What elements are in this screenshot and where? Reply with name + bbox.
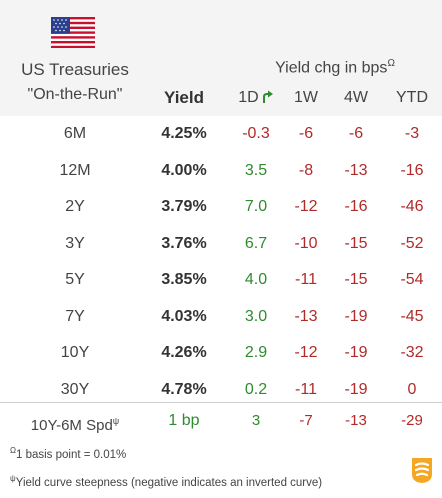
us-flag-icon [51, 17, 95, 48]
change-4w: -15 [344, 234, 368, 252]
yield-value: 4.25% [161, 125, 207, 142]
table-title: US Treasuries [21, 60, 129, 79]
change-1w: -12 [294, 344, 318, 361]
yield-column-header: Yield [164, 88, 204, 107]
table-header: US Treasuries "On-the-Run" Yield Yield c… [0, 0, 442, 116]
table-row: 2Y 3.79% 7.0 -12 -16 -46 [0, 189, 442, 226]
change-4w: -13 [344, 161, 368, 179]
omega-superscript: Ω [387, 58, 395, 69]
yield-change-header: Yield chg in bpsΩ [228, 58, 442, 77]
footnote-curve-text: Yield curve steepness (negative indicate… [15, 476, 323, 489]
col-1d-label: 1D [238, 89, 259, 106]
change-ytd: -54 [400, 271, 424, 288]
col-1d-header[interactable]: 1D [228, 89, 284, 107]
tenor-label: 30Y [60, 380, 90, 398]
omega-footnote-mark: Ω [10, 446, 16, 455]
change-ytd: -32 [400, 344, 424, 361]
psi-superscript: ψ [112, 416, 120, 426]
change-ytd: -3 [404, 125, 420, 142]
tenor-label: 6M [63, 125, 87, 142]
change-1d: 4.0 [244, 271, 268, 288]
table-row: 6M 4.25% -0.3 -6 -6 -3 [0, 116, 442, 153]
footnote-curve: ψYield curve steepness (negative indicat… [10, 474, 322, 489]
change-1d: 3.0 [244, 307, 268, 325]
col-1w-header[interactable]: 1W [294, 89, 318, 106]
change-1w: -10 [294, 234, 318, 252]
tenor-label: 12M [59, 161, 91, 179]
yield-value: 4.26% [161, 344, 207, 361]
col-ytd-header[interactable]: YTD [396, 89, 428, 106]
footnote-basis-point-text: 1 basis point = 0.01% [15, 448, 127, 461]
change-4w: -16 [344, 198, 368, 215]
table-row: 7Y 4.03% 3.0 -13 -19 -45 [0, 299, 442, 336]
col-4w-header[interactable]: 4W [344, 89, 368, 106]
change-1w: -12 [294, 198, 318, 215]
brand-logo-icon[interactable] [408, 456, 436, 484]
tenor-label: 7Y [65, 307, 85, 325]
change-1d: 6.7 [244, 234, 268, 252]
yield-value: 3.79% [161, 198, 207, 215]
tenor-label: 3Y [65, 234, 85, 252]
tenor-label: 10Y [60, 344, 90, 361]
change-ytd: -46 [400, 198, 424, 215]
turn-arrow-icon [262, 90, 273, 103]
yield-value: 3.76% [161, 234, 207, 252]
table-row: 3Y 3.76% 6.7 -10 -15 -52 [0, 226, 442, 263]
change-4w: -19 [344, 307, 368, 325]
yield-value: 3.85% [161, 271, 207, 288]
spread-label: 10Y-6M Spdψ [0, 404, 150, 443]
spread-value: 1 bp [168, 412, 200, 429]
change-4w: -19 [344, 380, 368, 398]
change-1d: -0.3 [242, 125, 270, 142]
table-subtitle: "On-the-Run" [27, 86, 123, 103]
spread-row: 10Y-6M Spdψ 1 bp 3 -7 -13 -29 [0, 404, 442, 438]
spread-label-text: 10Y-6M Spd [30, 417, 113, 434]
change-4w: -15 [344, 271, 368, 288]
change-1d: 2.9 [244, 344, 268, 361]
spread-ytd: -29 [401, 412, 423, 429]
change-1w: -8 [298, 161, 314, 179]
change-1d: 0.2 [244, 380, 268, 398]
table-row: 5Y 3.85% 4.0 -11 -15 -54 [0, 262, 442, 299]
change-ytd: 0 [407, 380, 417, 398]
yield-change-label: Yield chg in bps [275, 59, 388, 77]
change-ytd: -45 [400, 307, 424, 325]
yield-value: 4.00% [161, 161, 207, 179]
spread-4w: -13 [345, 412, 367, 429]
divider [0, 402, 442, 403]
psi-footnote-mark: ψ [10, 474, 16, 483]
change-ytd: -16 [400, 161, 424, 179]
change-1d: 3.5 [244, 161, 268, 179]
table-row: 12M 4.00% 3.5 -8 -13 -16 [0, 153, 442, 190]
change-1w: -11 [295, 271, 317, 288]
footnote-basis-point: Ω1 basis point = 0.01% [10, 446, 126, 461]
tenor-label: 5Y [65, 271, 85, 288]
yield-value: 4.03% [161, 307, 207, 325]
spread-1w: -7 [299, 412, 313, 429]
change-1w: -13 [294, 307, 318, 325]
yield-value: 4.78% [161, 380, 207, 398]
change-4w: -19 [344, 344, 368, 361]
table-row: 30Y 4.78% 0.2 -11 -19 0 [0, 372, 442, 409]
spread-1d: 3 [251, 412, 261, 429]
change-ytd: -52 [400, 234, 424, 252]
table-row: 10Y 4.26% 2.9 -12 -19 -32 [0, 335, 442, 372]
change-1w: -11 [295, 380, 317, 398]
change-1w: -6 [298, 125, 314, 142]
yield-rows: 6M 4.25% -0.3 -6 -6 -3 12M 4.00% 3.5 -8 -13 -16 2Y 3.… [0, 116, 442, 408]
change-4w: -6 [348, 125, 364, 142]
tenor-label: 2Y [65, 198, 85, 215]
change-1d: 7.0 [244, 198, 268, 215]
